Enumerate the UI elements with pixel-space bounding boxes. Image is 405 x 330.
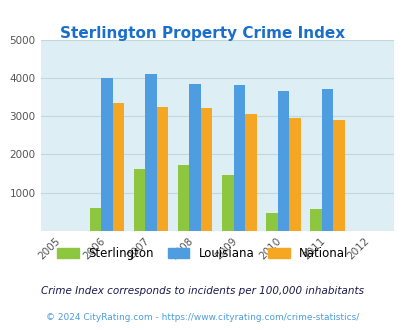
Bar	[177, 165, 189, 231]
Bar	[309, 209, 321, 231]
Bar	[245, 114, 256, 231]
Bar	[288, 118, 300, 231]
Bar	[222, 176, 233, 231]
Legend: Sterlington, Louisiana, National: Sterlington, Louisiana, National	[53, 242, 352, 265]
Bar	[101, 78, 112, 231]
Bar	[321, 89, 333, 231]
Bar	[145, 74, 156, 231]
Bar	[90, 208, 101, 231]
Bar	[112, 103, 124, 231]
Bar	[233, 85, 245, 231]
Bar	[156, 107, 168, 231]
Text: © 2024 CityRating.com - https://www.cityrating.com/crime-statistics/: © 2024 CityRating.com - https://www.city…	[46, 313, 359, 322]
Bar	[189, 83, 200, 231]
Bar	[266, 213, 277, 231]
Text: Sterlington Property Crime Index: Sterlington Property Crime Index	[60, 26, 345, 41]
Bar	[200, 108, 212, 231]
Bar	[133, 169, 145, 231]
Text: Crime Index corresponds to incidents per 100,000 inhabitants: Crime Index corresponds to incidents per…	[41, 286, 364, 296]
Bar	[277, 91, 288, 231]
Bar	[333, 120, 344, 231]
